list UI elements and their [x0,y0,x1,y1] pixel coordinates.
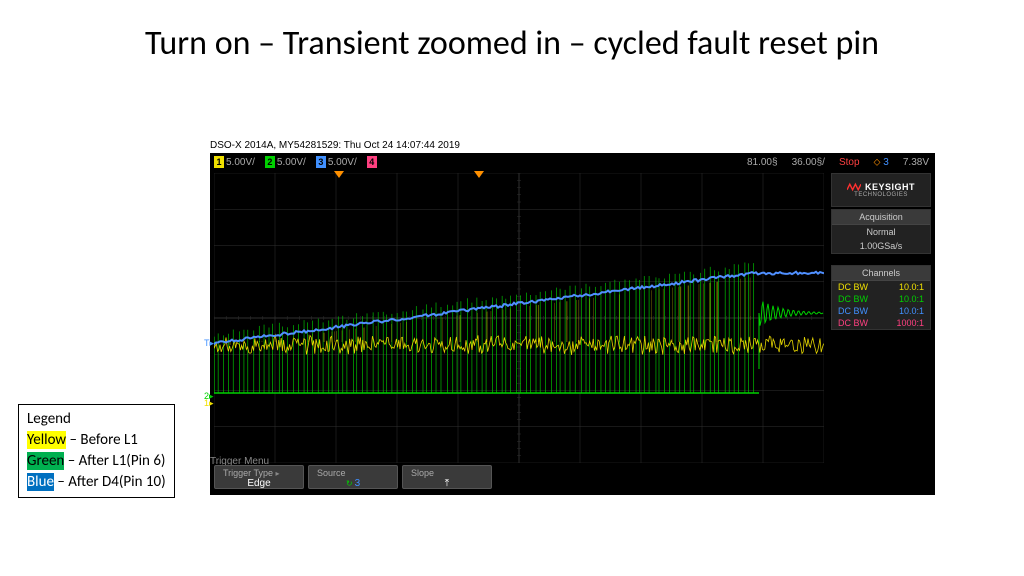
legend-text: – Before L1 [66,431,138,449]
legend-box: Legend Yellow – Before L1Green – After L… [18,404,175,498]
acq-mode: Normal [832,225,930,239]
scope-top-bar: 15.00V/25.00V/35.00V/4 81.00§ 36.00§/ St… [210,153,935,171]
trigger-menu-button[interactable]: Trigger Type ▸Edge [214,465,304,489]
acq-rate: 1.00GSa/s [832,239,930,253]
menu-btn-value: ↻3 [317,478,389,489]
channels-title: Channels [832,266,930,281]
trigger-menu-button[interactable]: Slope ⤒ [402,465,492,489]
oscilloscope-screen: 15.00V/25.00V/35.00V/4 81.00§ 36.00§/ St… [210,153,935,495]
legend-text: – After D4(Pin 10) [54,473,166,491]
ground-marker-ch3: T▸ [204,338,214,348]
legend-text: – After L1(Pin 6) [64,452,165,470]
timebase-b: 36.00§/ [792,157,825,168]
acq-title: Acquisition [832,210,930,225]
brand-panel: KEYSIGHT TECHNOLOGIES [831,173,931,207]
legend-row: Yellow – Before L1 [27,430,166,451]
menu-btn-value: ⤒ [411,478,483,489]
channel-probe: 1000:1 [896,318,924,328]
channel-row: DC BW 1000:1 [832,317,930,329]
waveform-svg [214,173,824,463]
menu-btn-title: Trigger Type ▸ [223,468,295,478]
ground-marker-ch1: 1▸ [204,398,214,408]
channel-row: DC BW 10.0:1 [832,281,930,293]
channel-indicator: 15.00V/ [214,156,255,168]
channel-number: 3 [316,156,326,168]
legend-color-tag: Blue [27,473,54,491]
channel-indicator: 4 [367,156,379,168]
oscilloscope-container: DSO-X 2014A, MY54281529: Thu Oct 24 14:0… [210,140,935,495]
legend-color-tag: Green [27,452,64,470]
channel-coupling: DC BW [838,282,868,292]
timebase-a: 81.00§ [747,157,778,168]
channel-row: DC BW 10.0:1 [832,293,930,305]
cycle-icon: ↻ [346,479,353,488]
brand-sub: TECHNOLOGIES [854,192,908,198]
run-state: Stop [839,157,860,168]
trigger-menu-bar: Trigger Type ▸EdgeSource ↻3Slope ⤒ [214,465,931,491]
keysight-logo-icon [847,182,861,192]
channel-row: DC BW 10.0:1 [832,305,930,317]
channel-probe: 10.0:1 [899,282,924,292]
channel-coupling: DC BW [838,306,868,316]
channel-probe: 10.0:1 [899,294,924,304]
menu-btn-title: Source [317,468,389,478]
trigger-marker-icon [474,171,484,178]
acquisition-panel: Acquisition Normal 1.00GSa/s [831,209,931,254]
channel-coupling: DC BW [838,318,868,328]
channel-scale: 5.00V/ [328,157,357,168]
trigger-marker-icon [334,171,344,178]
trigger-indicator: ⬦ 3 [874,157,889,168]
menu-btn-title: Slope [411,468,483,478]
legend-row: Green – After L1(Pin 6) [27,451,166,472]
trigger-level: 7.38V [903,157,929,168]
channel-coupling: DC BW [838,294,868,304]
menu-btn-value: Edge [223,478,295,489]
channel-scale: 5.00V/ [277,157,306,168]
channel-number: 2 [265,156,275,168]
channel-indicator: 35.00V/ [316,156,357,168]
trigger-menu-button[interactable]: Source ↻3 [308,465,398,489]
legend-row: Blue – After D4(Pin 10) [27,472,166,493]
channel-probe: 10.0:1 [899,306,924,316]
channel-scale: 5.00V/ [226,157,255,168]
scope-metadata: DSO-X 2014A, MY54281529: Thu Oct 24 14:0… [210,140,935,151]
legend-title: Legend [27,409,166,430]
channel-indicator: 25.00V/ [265,156,306,168]
slide-title: Turn on – Transient zoomed in – cycled f… [0,0,1024,75]
channel-number: 1 [214,156,224,168]
brand-name: KEYSIGHT [865,182,915,192]
channels-panel: Channels DC BW 10.0:1 DC BW 10.0:1 DC BW 10.0… [831,265,931,330]
legend-color-tag: Yellow [27,431,66,449]
waveform-area: T▸ 2▸ 1▸ [214,173,824,463]
channel-number: 4 [367,156,377,168]
